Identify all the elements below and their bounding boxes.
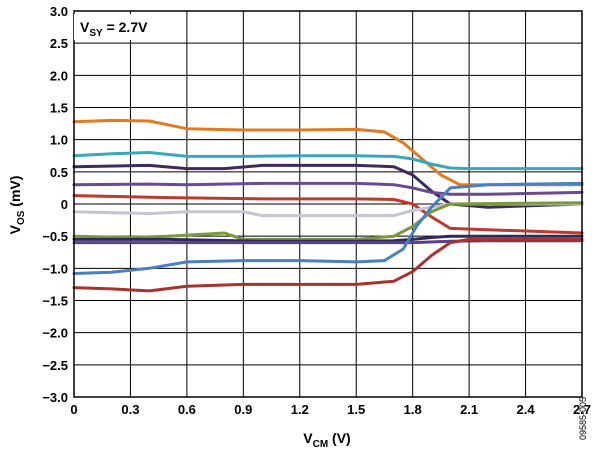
- series-line-4: [72, 181, 584, 196]
- x-tick-label: 0.6: [178, 402, 196, 417]
- y-tick-label: −3.0: [42, 390, 68, 405]
- y-axis-label: VOS (mV): [7, 176, 27, 235]
- x-tick-label: 0: [70, 402, 77, 417]
- y-tick-labels: 3.0 2.5 2.0 1.5 1.0 0.5 0 −0.5 −1.0 −1.5 −2.0 −2.5 −…: [42, 4, 68, 405]
- x-tick-label: 1.2: [291, 402, 309, 417]
- figure-id: 09585-005: [578, 397, 588, 440]
- y-tick-label: −2.5: [42, 358, 68, 373]
- series-line-8: [72, 234, 584, 243]
- y-tick-label: 2.0: [50, 68, 68, 83]
- x-tick-label: 2.1: [460, 402, 478, 417]
- series-line-1: [72, 118, 584, 187]
- supply-annotation: VSY = 2.7V: [80, 19, 148, 39]
- y-tick-label: 3.0: [50, 4, 68, 19]
- y-tick-label: −1.0: [42, 261, 68, 276]
- x-tick-label: 0.3: [121, 402, 139, 417]
- series-line-10: [72, 181, 584, 275]
- annotation-background: [74, 14, 178, 40]
- plot-frame: [73, 10, 583, 398]
- series-line-6: [72, 202, 584, 218]
- series-line-11: [72, 237, 584, 293]
- y-tick-label: −2.0: [42, 326, 68, 341]
- series-line-5: [72, 194, 584, 235]
- y-tick-label: 1.5: [50, 101, 68, 116]
- series-line-2: [72, 151, 584, 171]
- x-tick-labels: 0 0.3 0.6 0.9 1.2 1.5 1.8 2.1 2.4 2.7: [70, 402, 591, 417]
- x-tick-label: 1.5: [347, 402, 365, 417]
- y-tick-label: −1.5: [42, 294, 68, 309]
- series-lines: [72, 118, 584, 293]
- series-line-7: [72, 201, 584, 241]
- y-tick-label: 0.5: [50, 165, 68, 180]
- x-axis-label: VCM (V): [303, 430, 350, 450]
- x-tick-label: 2.4: [517, 402, 536, 417]
- x-tick-label: 2.7: [573, 402, 591, 417]
- y-tick-label: 1.0: [50, 133, 68, 148]
- y-tick-label: −0.5: [42, 229, 68, 244]
- x-tick-label: 1.8: [404, 402, 422, 417]
- y-tick-label: 2.5: [50, 36, 68, 51]
- x-tick-label: 0.9: [234, 402, 252, 417]
- y-tick-label: 0: [61, 197, 68, 212]
